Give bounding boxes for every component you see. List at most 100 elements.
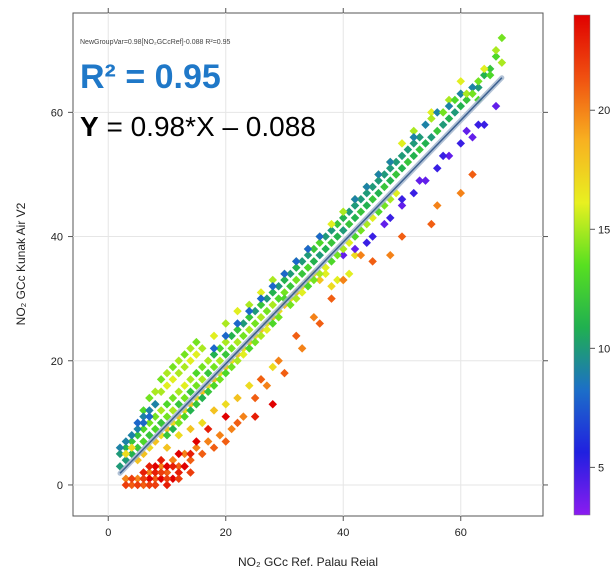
data-point — [233, 319, 242, 328]
data-point — [403, 145, 413, 154]
colorbar-tick-label: 5 — [598, 462, 604, 474]
data-point — [156, 455, 166, 465]
data-point — [162, 480, 172, 490]
data-point — [145, 480, 154, 490]
data-point — [309, 257, 319, 266]
data-point — [474, 77, 483, 86]
data-point — [151, 474, 160, 483]
data-point — [139, 412, 148, 421]
data-point — [115, 449, 125, 459]
data-point — [350, 195, 360, 204]
data-point — [245, 325, 254, 334]
data-point — [127, 443, 136, 452]
data-point — [356, 250, 366, 260]
data-point — [174, 368, 183, 378]
data-point — [286, 281, 295, 291]
data-point — [233, 418, 242, 428]
data-point — [250, 393, 260, 403]
data-point — [462, 126, 471, 136]
data-point — [262, 306, 272, 316]
data-point — [374, 170, 383, 179]
data-point — [151, 412, 160, 421]
data-point — [192, 337, 201, 347]
data-point — [427, 132, 436, 142]
data-point — [174, 399, 183, 409]
data-point — [198, 393, 207, 403]
data-point — [192, 443, 201, 452]
colorbar — [573, 14, 591, 516]
data-point — [139, 468, 148, 477]
data-point — [239, 319, 248, 328]
data-point — [233, 356, 242, 365]
data-point — [209, 381, 219, 390]
data-point — [180, 412, 189, 421]
data-point — [339, 275, 348, 285]
data-point — [156, 375, 166, 384]
data-point — [215, 431, 225, 440]
data-point — [192, 350, 201, 359]
data-point — [333, 275, 342, 285]
data-point — [180, 462, 189, 471]
data-point — [444, 151, 454, 161]
data-point — [180, 381, 189, 390]
data-point — [145, 462, 154, 471]
data-points — [115, 33, 507, 490]
data-point — [233, 325, 242, 334]
data-point — [397, 201, 407, 210]
data-point — [239, 412, 248, 421]
data-point — [198, 362, 207, 372]
data-point — [174, 449, 183, 459]
data-point — [397, 195, 407, 204]
data-point — [327, 238, 336, 248]
data-point — [239, 331, 248, 341]
data-point — [115, 443, 125, 452]
data-point — [421, 139, 430, 148]
data-point — [162, 368, 172, 378]
data-point — [198, 418, 207, 428]
data-point — [344, 219, 354, 229]
data-point — [215, 356, 225, 365]
data-point — [427, 114, 436, 123]
data-point — [380, 219, 389, 229]
data-point — [221, 437, 230, 446]
data-point — [209, 344, 219, 353]
data-point — [139, 480, 148, 490]
data-point — [474, 120, 483, 130]
data-point — [168, 424, 178, 434]
data-point — [497, 58, 507, 67]
data-point — [145, 418, 154, 428]
data-point — [368, 257, 377, 266]
data-point — [139, 424, 148, 434]
data-point — [221, 368, 230, 378]
data-point — [162, 412, 172, 421]
data-point — [174, 387, 183, 397]
data-point — [427, 219, 436, 229]
data-point — [245, 381, 254, 390]
data-point — [438, 108, 448, 117]
data-point — [127, 431, 136, 440]
data-point — [168, 455, 178, 465]
y-tick-label: 20 — [51, 356, 63, 368]
small-equation: NewGroupVar=0.98[NO₂GCcRef]-0.088 R²=0.9… — [80, 39, 231, 46]
r-squared-label: R² = 0.95 — [80, 58, 221, 96]
data-point — [350, 244, 360, 254]
data-point — [339, 213, 348, 223]
data-point — [339, 226, 348, 235]
data-point — [180, 393, 189, 403]
data-point — [268, 362, 277, 372]
data-point — [221, 399, 230, 409]
data-point — [297, 344, 307, 353]
colorbar-tick-label: 15 — [598, 224, 610, 236]
data-point — [174, 418, 183, 428]
data-point — [344, 269, 354, 279]
data-point — [174, 474, 183, 483]
data-point — [186, 424, 195, 434]
data-point — [186, 406, 195, 415]
data-point — [180, 449, 189, 459]
data-point — [156, 462, 166, 471]
data-point — [386, 250, 395, 260]
data-point — [421, 176, 430, 185]
data-point — [121, 474, 131, 483]
data-point — [415, 132, 424, 142]
